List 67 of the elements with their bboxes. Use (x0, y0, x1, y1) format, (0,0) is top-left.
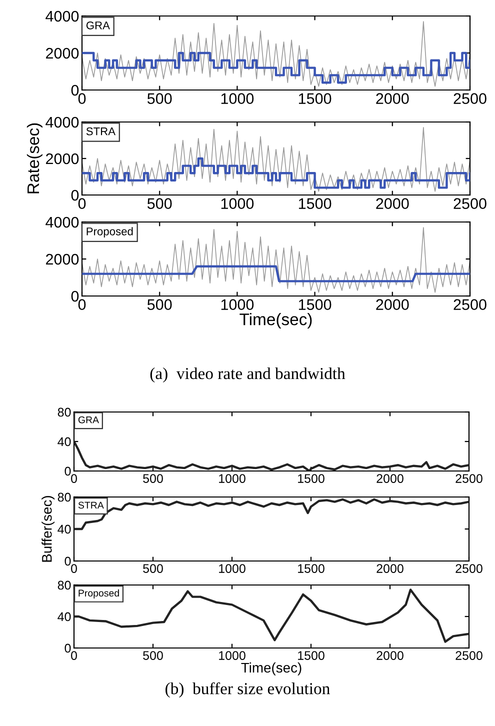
x-tick-label: 1500 (298, 93, 332, 104)
annotation: GRA (86, 21, 110, 30)
annotation: STRA (78, 502, 104, 509)
y-tick-label: 2000 (46, 48, 79, 59)
y-tick-label: 80 (58, 492, 71, 502)
y-tick-label: 80 (58, 408, 71, 417)
x-tick-label: 0 (78, 198, 86, 209)
x-tick-label: 1000 (219, 564, 246, 573)
y-tick-label: 0 (64, 466, 71, 476)
y-axis-title: Rate(sec) (26, 123, 42, 194)
x-tick-label: 1000 (219, 474, 246, 483)
x-tick-label: 1000 (221, 93, 254, 104)
x-tick-label: 1500 (298, 474, 324, 483)
x-tick-label: 500 (147, 93, 172, 104)
x-tick-label: 2500 (456, 564, 482, 573)
y-tick-label: 4000 (46, 216, 79, 228)
y-tick-label: 4000 (46, 116, 79, 128)
y-tick-label: 40 (58, 612, 71, 622)
x-tick-label: 2500 (454, 299, 486, 310)
x-tick-label: 2000 (376, 198, 409, 209)
y-tick-label: 2000 (46, 153, 79, 164)
x-tick-label: 2500 (454, 198, 486, 209)
x-tick-label: 1500 (298, 651, 324, 660)
x-tick-label: 1500 (298, 198, 332, 209)
y-tick-label: 0 (64, 644, 71, 653)
y-tick-label: 0 (71, 84, 79, 96)
x-tick-label: 2500 (456, 651, 482, 660)
y-tick-label: 0 (71, 290, 79, 302)
x-axis-title: Time(sec) (241, 662, 302, 676)
x-tick-label: 500 (147, 299, 172, 310)
x-tick-label: 2000 (376, 474, 404, 483)
text: (b) buffer size evolution (166, 682, 330, 698)
x-tick-label: 2500 (454, 93, 486, 104)
y-tick-label: 4000 (46, 10, 79, 22)
y-tick-label: 2000 (46, 254, 79, 265)
x-tick-label: 500 (143, 651, 163, 660)
annotation: Proposed (86, 227, 133, 238)
line-series (82, 21, 470, 87)
x-tick-label: 500 (143, 564, 163, 573)
y-tick-label: 80 (58, 580, 71, 590)
y-tick-label: 40 (58, 437, 71, 446)
x-tick-label: 1000 (219, 651, 246, 660)
x-tick-label: 2500 (456, 474, 482, 483)
line-series (82, 227, 470, 293)
x-tick-label: 1000 (221, 299, 254, 310)
annotation: GRA (78, 416, 99, 424)
annotation: Proposed (78, 589, 119, 598)
y-tick-label: 40 (58, 524, 71, 534)
y-tick-label: 0 (71, 190, 79, 201)
x-tick-label: 500 (143, 474, 163, 483)
x-tick-label: 1000 (221, 198, 254, 209)
x-axis-title: Time(sec) (240, 313, 312, 329)
x-tick-label: 2000 (376, 299, 409, 310)
x-tick-label: 0 (78, 299, 86, 310)
y-axis-title: Buffer(sec) (42, 496, 55, 562)
line-series (82, 127, 470, 192)
x-tick-label: 2000 (376, 93, 409, 104)
x-tick-label: 2000 (376, 651, 404, 660)
x-tick-label: 1500 (298, 564, 324, 573)
x-tick-label: 1500 (298, 299, 332, 310)
text: (a) video rate and bandwidth (150, 367, 346, 383)
line-series (74, 588, 469, 643)
x-tick-label: 2000 (376, 564, 404, 573)
x-tick-label: 500 (147, 198, 172, 209)
y-tick-label: 0 (64, 556, 71, 566)
x-tick-label: 0 (78, 93, 86, 104)
annotation: STRA (86, 127, 116, 136)
